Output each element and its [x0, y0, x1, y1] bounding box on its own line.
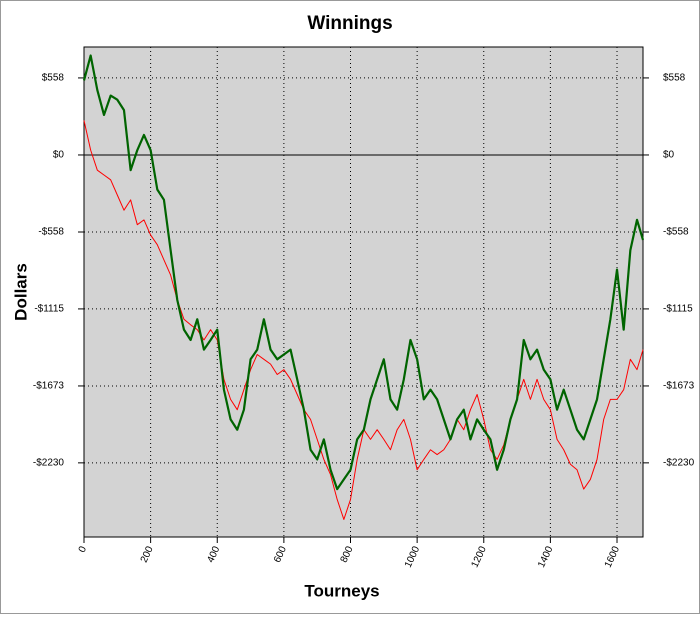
y2-tick-label: -$2230 [663, 457, 695, 468]
y-tick-label: -$558 [38, 227, 64, 238]
y-tick-label: -$2230 [33, 457, 65, 468]
y2-tick-label: $0 [663, 150, 675, 161]
series-line [82, 54, 645, 491]
y-axis-title: Dollars [11, 263, 30, 321]
y-tick-label: -$1673 [33, 381, 65, 392]
y2-tick-label: -$1673 [663, 381, 695, 392]
chart-title: Winnings [307, 13, 392, 34]
y-tick-label: $0 [53, 150, 65, 161]
y2-tick-label: -$558 [663, 227, 689, 238]
y-tick-label: $558 [42, 73, 65, 84]
y2-tick-label: -$1115 [663, 304, 693, 315]
x-tick-label: 0 [77, 544, 90, 554]
y-tick-label: -$1115 [34, 304, 64, 315]
y2-tick-label: $558 [663, 73, 686, 84]
x-axis-title: Tourneys [304, 581, 379, 600]
plot-area [83, 46, 644, 538]
